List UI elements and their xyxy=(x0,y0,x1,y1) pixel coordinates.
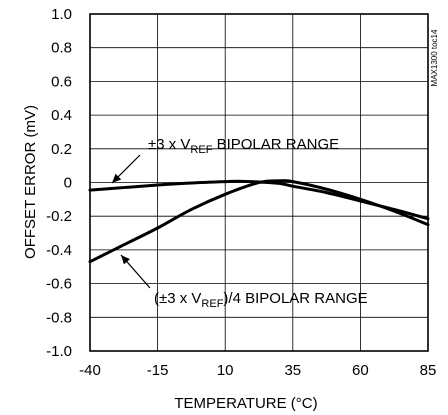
y-tick-label: 0.6 xyxy=(51,73,72,90)
plot-frame xyxy=(89,13,429,352)
x-tick-label: 10 xyxy=(217,362,234,379)
series-line-1 xyxy=(88,179,430,221)
series-label-2: (±3 x VREF)/4 BIPOLAR RANGE xyxy=(154,290,368,310)
annotation-arrowhead-2 xyxy=(121,255,130,265)
series-label-1: ±3 x VREF BIPOLAR RANGE xyxy=(148,136,339,156)
annotations: ±3 x VREF BIPOLAR RANGE (±3 x VREF)/4 BIP… xyxy=(111,136,368,310)
x-tick-label: -40 xyxy=(79,362,101,379)
y-tick-label: -1.0 xyxy=(46,343,72,360)
x-tick-label: -15 xyxy=(147,362,169,379)
series-layer xyxy=(88,179,430,264)
y-tick-label: -0.8 xyxy=(46,309,72,326)
plot-border xyxy=(89,13,429,352)
series-line-2 xyxy=(88,179,430,264)
x-tick-label: 85 xyxy=(420,362,437,379)
y-tick-label: -0.2 xyxy=(46,208,72,225)
x-axis-title: TEMPERATURE (°C) xyxy=(174,395,317,412)
y-tick-label: 0.4 xyxy=(51,107,72,124)
x-tick-label: 35 xyxy=(284,362,301,379)
y-tick-label: -0.6 xyxy=(46,276,72,293)
y-tick-label: 1.0 xyxy=(51,6,72,23)
y-tick-label: -0.4 xyxy=(46,242,72,259)
y-tick-label: 0.2 xyxy=(51,141,72,158)
x-tick-label: 60 xyxy=(352,362,369,379)
y-tick-label: 0.8 xyxy=(51,40,72,57)
tick-labels: 1.0 0.8 0.6 0.4 0.2 0 -0.2 -0.4 -0.6 -0.8 -1.0 -40 -… xyxy=(46,6,436,379)
y-axis-title: OFFSET ERROR (mV) xyxy=(22,105,39,259)
y-tick-label: 0 xyxy=(64,175,72,192)
figure-id-label: MAX1300 toc14 xyxy=(430,29,439,86)
annotation-arrowhead-1 xyxy=(112,173,122,183)
